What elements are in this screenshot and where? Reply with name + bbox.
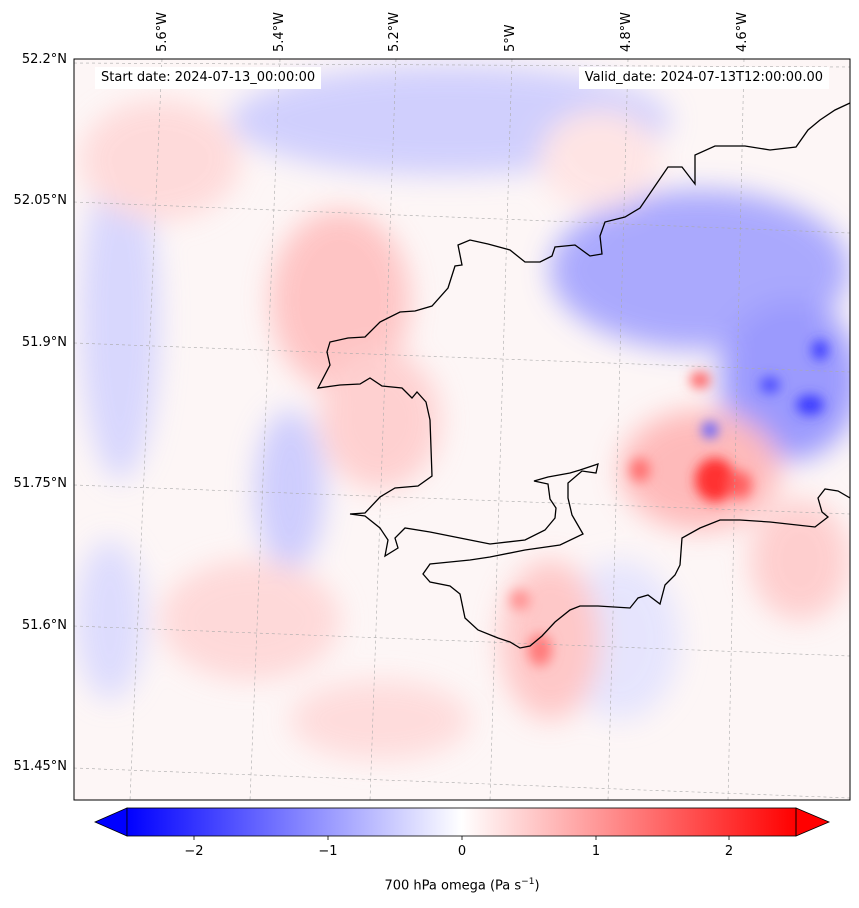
gridlines bbox=[74, 59, 850, 800]
lon-label-5-2: 5.2°W bbox=[387, 11, 402, 52]
lon-label-5: 5°W bbox=[503, 24, 518, 52]
lat-label-51-45: 51.45°N bbox=[13, 759, 67, 774]
lon-label-5-4: 5.4°W bbox=[272, 11, 287, 52]
colorbar-title-end: ) bbox=[534, 878, 540, 894]
colorbar-tick-label: 0 bbox=[457, 844, 467, 859]
lat-label-51-6: 51.6°N bbox=[21, 618, 67, 633]
lon-label-4-8: 4.8°W bbox=[619, 11, 634, 52]
colorbar-extend-high bbox=[795, 807, 831, 837]
start-date-label: Start date: 2024-07-13_00:00:00 bbox=[95, 67, 322, 89]
colorbar-bar bbox=[127, 808, 796, 836]
colorbar bbox=[94, 807, 831, 840]
colorbar-title-exponent: −1 bbox=[521, 877, 535, 887]
coastline bbox=[316, 102, 850, 649]
colorbar-tick-label: −1 bbox=[318, 844, 338, 859]
lon-label-4-6: 4.6°W bbox=[735, 11, 750, 52]
colorbar-title-text: 700 hPa omega (Pa s bbox=[384, 878, 522, 894]
plot-frame bbox=[73, 58, 851, 801]
lat-label-52-05: 52.05°N bbox=[13, 193, 67, 208]
colorbar-tick-label: 1 bbox=[591, 844, 601, 859]
colorbar-tick-label: 2 bbox=[724, 844, 734, 859]
omega-field bbox=[74, 59, 850, 800]
lat-label-51-75: 51.75°N bbox=[13, 476, 67, 491]
colorbar-title: 700 hPa omega (Pa s−1) bbox=[0, 877, 859, 893]
lat-label-51-9: 51.9°N bbox=[21, 335, 67, 350]
valid-date-label: Valid_date: 2024-07-13T12:00:00.00 bbox=[578, 67, 829, 89]
lat-label-52-2: 52.2°N bbox=[21, 52, 67, 67]
colorbar-extend-low bbox=[94, 807, 128, 837]
colorbar-tick-label: −2 bbox=[184, 844, 204, 859]
lon-label-5-6: 5.6°W bbox=[155, 11, 170, 52]
